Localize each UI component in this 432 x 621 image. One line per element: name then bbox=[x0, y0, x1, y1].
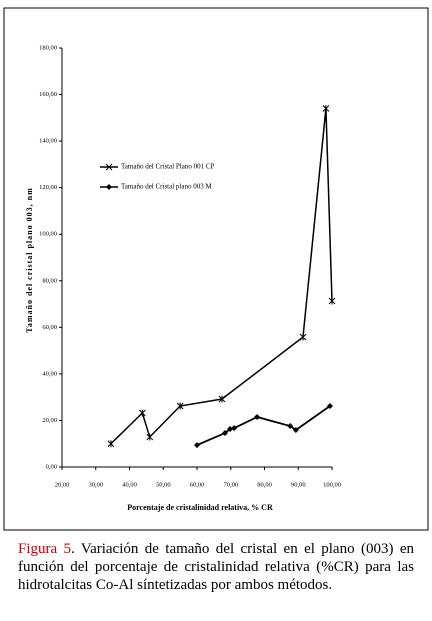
point bbox=[326, 403, 333, 410]
legend-label: Tamaño del Cristal plano 003 M bbox=[121, 183, 212, 191]
legend-label: Tamaño del Cristal Plano 001 CP bbox=[121, 163, 215, 171]
point bbox=[322, 105, 330, 113]
y-tick-label: 180,00 bbox=[39, 44, 57, 51]
x-tick-label: 50,00 bbox=[156, 481, 171, 488]
y-tick-label: 100,00 bbox=[39, 231, 57, 238]
chart: Porcentaje de cristalinidad relativa, % … bbox=[3, 7, 429, 531]
caption-label: Figura 5 bbox=[18, 541, 72, 557]
caption: Figura 5. Variación de tamaño del crista… bbox=[18, 540, 414, 594]
y-tick-label: 80,00 bbox=[42, 277, 57, 284]
point bbox=[222, 430, 229, 437]
y-tick-label: 40,00 bbox=[42, 370, 57, 377]
y-tick-label: 20,00 bbox=[42, 417, 57, 424]
point bbox=[176, 402, 184, 410]
y-axis-label: Tamaño del cristal plano 003, nm bbox=[25, 187, 34, 333]
point bbox=[287, 423, 294, 430]
point bbox=[231, 425, 238, 432]
x-tick-label: 90,00 bbox=[291, 481, 306, 488]
x-tick-label: 20,00 bbox=[55, 481, 70, 488]
y-tick-label: 60,00 bbox=[42, 324, 57, 331]
point bbox=[328, 297, 336, 305]
x-tick-label: 30,00 bbox=[88, 481, 103, 488]
x-tick-label: 40,00 bbox=[122, 481, 137, 488]
x-tick-label: 80,00 bbox=[257, 481, 272, 488]
y-tick-label: 0,00 bbox=[46, 463, 57, 470]
x-tick-label: 100,00 bbox=[323, 481, 341, 488]
legend-marker bbox=[105, 163, 113, 171]
point bbox=[254, 413, 261, 420]
x-tick-label: 70,00 bbox=[223, 481, 238, 488]
point bbox=[292, 426, 299, 433]
point bbox=[138, 409, 146, 417]
series-line bbox=[196, 405, 331, 446]
point bbox=[107, 440, 115, 448]
point bbox=[146, 433, 154, 441]
caption-text: . Variación de tamaño del cristal en el … bbox=[18, 541, 414, 593]
point bbox=[227, 426, 234, 433]
x-tick-label: 60,00 bbox=[190, 481, 205, 488]
y-tick-label: 120,00 bbox=[39, 184, 57, 191]
x-axis-label: Porcentaje de cristalinidad relativa, % … bbox=[127, 503, 273, 512]
point bbox=[299, 333, 307, 341]
point bbox=[194, 442, 200, 449]
y-tick-label: 140,00 bbox=[39, 138, 57, 145]
frame bbox=[3, 7, 429, 531]
point bbox=[218, 395, 226, 403]
series-line bbox=[110, 108, 333, 445]
legend-marker bbox=[106, 184, 112, 190]
y-tick-label: 160,00 bbox=[39, 91, 57, 98]
